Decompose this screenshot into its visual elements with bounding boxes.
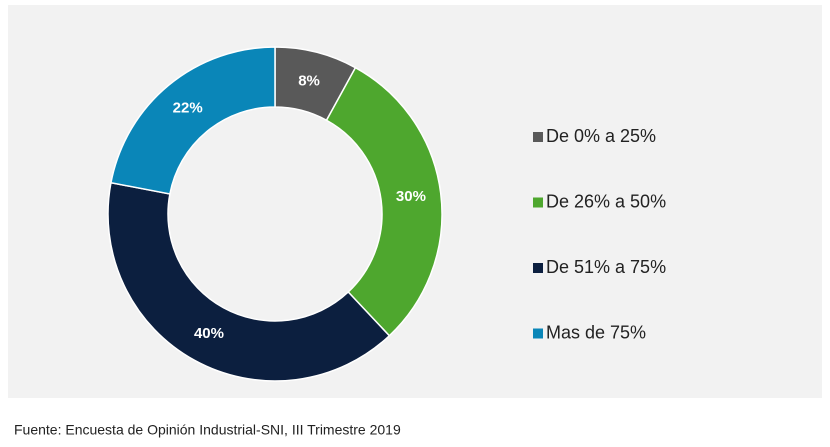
data-label: 22% <box>173 99 203 116</box>
legend-label: Mas de 75% <box>546 322 646 342</box>
legend-swatch <box>533 197 543 208</box>
legend-swatch <box>533 328 543 339</box>
legend-label: De 0% a 25% <box>546 126 656 146</box>
legend-swatch <box>533 263 543 273</box>
legend-swatch <box>533 132 543 142</box>
source-note: Fuente: Encuesta de Opinión Industrial-S… <box>14 422 401 438</box>
donut-slice <box>325 66 443 337</box>
legend-label: De 51% a 75% <box>546 257 666 277</box>
donut-slice <box>107 181 391 382</box>
data-label: 8% <box>298 72 320 89</box>
legend-label: De 26% a 50% <box>546 191 666 211</box>
donut-slice <box>110 46 276 195</box>
data-label: 40% <box>194 325 224 342</box>
data-label: 30% <box>396 188 426 205</box>
